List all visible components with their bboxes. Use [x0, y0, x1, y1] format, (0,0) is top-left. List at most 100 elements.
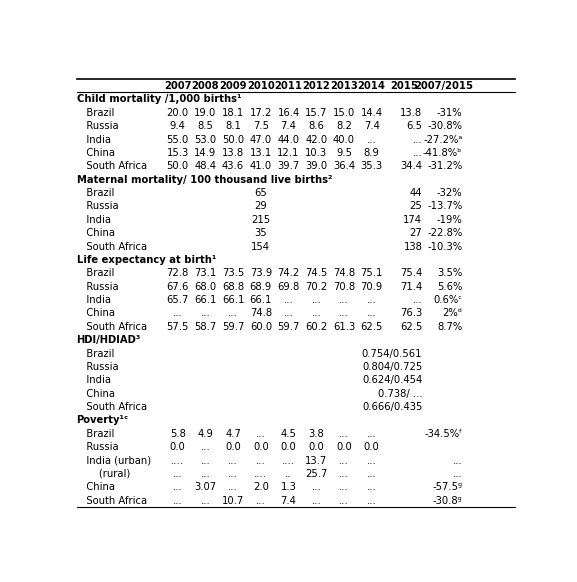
Text: 2015: 2015 [391, 81, 418, 91]
Text: 75.4: 75.4 [400, 268, 422, 278]
Text: 0.0: 0.0 [225, 442, 241, 452]
Text: 65.7: 65.7 [167, 295, 189, 305]
Text: 2012: 2012 [302, 81, 330, 91]
Text: 13.1: 13.1 [250, 148, 272, 158]
Text: 50.0: 50.0 [167, 161, 189, 171]
Text: Russia: Russia [77, 121, 118, 131]
Text: ...: ... [413, 148, 422, 158]
Text: ...: ... [453, 469, 463, 479]
Text: 0.0: 0.0 [170, 442, 186, 452]
Text: 68.0: 68.0 [194, 282, 216, 292]
Text: 67.6: 67.6 [167, 282, 189, 292]
Text: South Africa: South Africa [77, 496, 147, 506]
Text: 42.0: 42.0 [305, 134, 327, 144]
Text: ...: ... [367, 496, 377, 506]
Text: ...: ... [228, 469, 238, 479]
Text: 2.0: 2.0 [253, 482, 269, 492]
Text: 4.9: 4.9 [197, 429, 213, 439]
Text: 20.0: 20.0 [167, 108, 189, 118]
Text: ...: ... [201, 469, 210, 479]
Text: 70.9: 70.9 [361, 282, 383, 292]
Text: India: India [77, 295, 111, 305]
Text: -34.5%ᶠ: -34.5%ᶠ [425, 429, 463, 439]
Text: -30.8%: -30.8% [428, 121, 463, 131]
Text: 2009: 2009 [219, 81, 247, 91]
Text: 12.1: 12.1 [278, 148, 299, 158]
Text: Russia: Russia [77, 282, 118, 292]
Text: ...: ... [367, 482, 377, 492]
Text: 73.9: 73.9 [250, 268, 272, 278]
Text: 76.3: 76.3 [400, 308, 422, 318]
Text: 2007/2015: 2007/2015 [414, 81, 473, 91]
Text: Brazil: Brazil [77, 268, 114, 278]
Text: ...: ... [312, 482, 321, 492]
Text: China: China [77, 308, 115, 318]
Text: ...: ... [413, 134, 422, 144]
Text: -30.8ᵍ: -30.8ᵍ [433, 496, 463, 506]
Text: 48.4: 48.4 [194, 161, 216, 171]
Text: 0.0: 0.0 [280, 442, 297, 452]
Text: 0.6%ᶜ: 0.6%ᶜ [433, 295, 463, 305]
Text: -57.5ᵍ: -57.5ᵍ [432, 482, 463, 492]
Text: 15.3: 15.3 [167, 148, 189, 158]
Text: 19.0: 19.0 [194, 108, 216, 118]
Text: ...: ... [201, 442, 210, 452]
Text: -31.2%: -31.2% [427, 161, 463, 171]
Text: India: India [77, 375, 111, 385]
Text: 17.2: 17.2 [250, 108, 272, 118]
Text: Maternal mortality/ 100 thousand live births²: Maternal mortality/ 100 thousand live bi… [77, 175, 332, 184]
Text: 71.4: 71.4 [400, 282, 422, 292]
Text: Poverty¹ᶜ: Poverty¹ᶜ [77, 416, 129, 425]
Text: South Africa: South Africa [77, 322, 147, 332]
Text: Life expectancy at birth¹: Life expectancy at birth¹ [77, 255, 216, 265]
Text: HDI/HDIAD³: HDI/HDIAD³ [77, 335, 141, 345]
Text: 40.0: 40.0 [333, 134, 355, 144]
Text: 60.0: 60.0 [250, 322, 272, 332]
Text: 5.6%: 5.6% [437, 282, 463, 292]
Text: ....: .... [254, 469, 267, 479]
Text: 2011: 2011 [275, 81, 302, 91]
Text: 72.8: 72.8 [167, 268, 189, 278]
Text: 8.1: 8.1 [225, 121, 241, 131]
Text: Brazil: Brazil [77, 429, 114, 439]
Text: 9.4: 9.4 [170, 121, 186, 131]
Text: 70.8: 70.8 [333, 282, 355, 292]
Text: 61.3: 61.3 [333, 322, 355, 332]
Text: -10.3%: -10.3% [428, 242, 463, 251]
Text: India: India [77, 134, 111, 144]
Text: 59.7: 59.7 [222, 322, 244, 332]
Text: ...: ... [339, 295, 349, 305]
Text: 29: 29 [254, 201, 267, 211]
Text: 57.5: 57.5 [167, 322, 189, 332]
Text: China: China [77, 482, 115, 492]
Text: 13.8: 13.8 [222, 148, 244, 158]
Text: ...: ... [339, 496, 349, 506]
Text: 8.5: 8.5 [197, 121, 213, 131]
Text: 8.6: 8.6 [308, 121, 324, 131]
Text: 3.5%: 3.5% [437, 268, 463, 278]
Text: 70.2: 70.2 [305, 282, 327, 292]
Text: -31%: -31% [437, 108, 463, 118]
Text: 14.4: 14.4 [361, 108, 383, 118]
Text: 215: 215 [251, 215, 271, 225]
Text: Brazil: Brazil [77, 349, 114, 359]
Text: 7.4: 7.4 [364, 121, 380, 131]
Text: 68.9: 68.9 [250, 282, 272, 292]
Text: India: India [77, 215, 111, 225]
Text: 35.3: 35.3 [361, 161, 383, 171]
Text: 53.0: 53.0 [194, 134, 216, 144]
Text: ...: ... [228, 456, 238, 466]
Text: ....: .... [282, 456, 295, 466]
Text: 5.8: 5.8 [170, 429, 186, 439]
Text: 18.1: 18.1 [222, 108, 244, 118]
Text: 7.5: 7.5 [253, 121, 269, 131]
Text: 50.0: 50.0 [222, 134, 244, 144]
Text: 35: 35 [254, 228, 267, 238]
Text: ...: ... [339, 429, 349, 439]
Text: 47.0: 47.0 [250, 134, 272, 144]
Text: 62.5: 62.5 [400, 322, 422, 332]
Text: Brazil: Brazil [77, 188, 114, 198]
Text: 6.5: 6.5 [406, 121, 422, 131]
Text: 44: 44 [410, 188, 422, 198]
Text: 73.5: 73.5 [222, 268, 244, 278]
